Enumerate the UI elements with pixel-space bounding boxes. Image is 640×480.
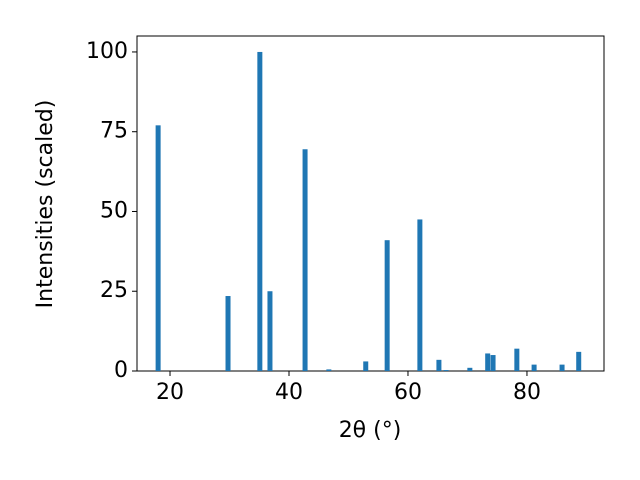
x-tick-label: 20 — [156, 380, 184, 405]
y-axis-label: Intensities (scaled) — [33, 100, 58, 309]
bar — [467, 367, 473, 371]
bar — [363, 361, 369, 371]
bar — [417, 219, 423, 371]
y-tick-label: 100 — [86, 39, 128, 64]
bar — [436, 359, 442, 371]
x-axis-label: 2θ (°) — [339, 418, 402, 443]
bar — [257, 51, 263, 371]
bar — [384, 240, 390, 371]
bar — [267, 291, 273, 371]
y-tick-label: 0 — [114, 358, 128, 383]
x-tick-label: 60 — [394, 380, 422, 405]
bar — [514, 348, 520, 371]
x-tick-label: 40 — [275, 380, 303, 405]
bar — [155, 125, 161, 371]
plot-frame — [136, 35, 605, 372]
bar — [559, 364, 565, 371]
bar — [326, 369, 332, 371]
bar — [576, 351, 582, 371]
bar — [485, 353, 491, 371]
y-tick-label: 75 — [100, 119, 128, 144]
bar — [302, 149, 308, 371]
y-tick-label: 25 — [100, 278, 128, 303]
x-tick-label: 80 — [513, 380, 541, 405]
bar — [490, 355, 496, 371]
bar — [531, 364, 537, 371]
bar — [225, 296, 231, 371]
y-tick-label: 50 — [100, 198, 128, 223]
bar — [443, 370, 449, 371]
